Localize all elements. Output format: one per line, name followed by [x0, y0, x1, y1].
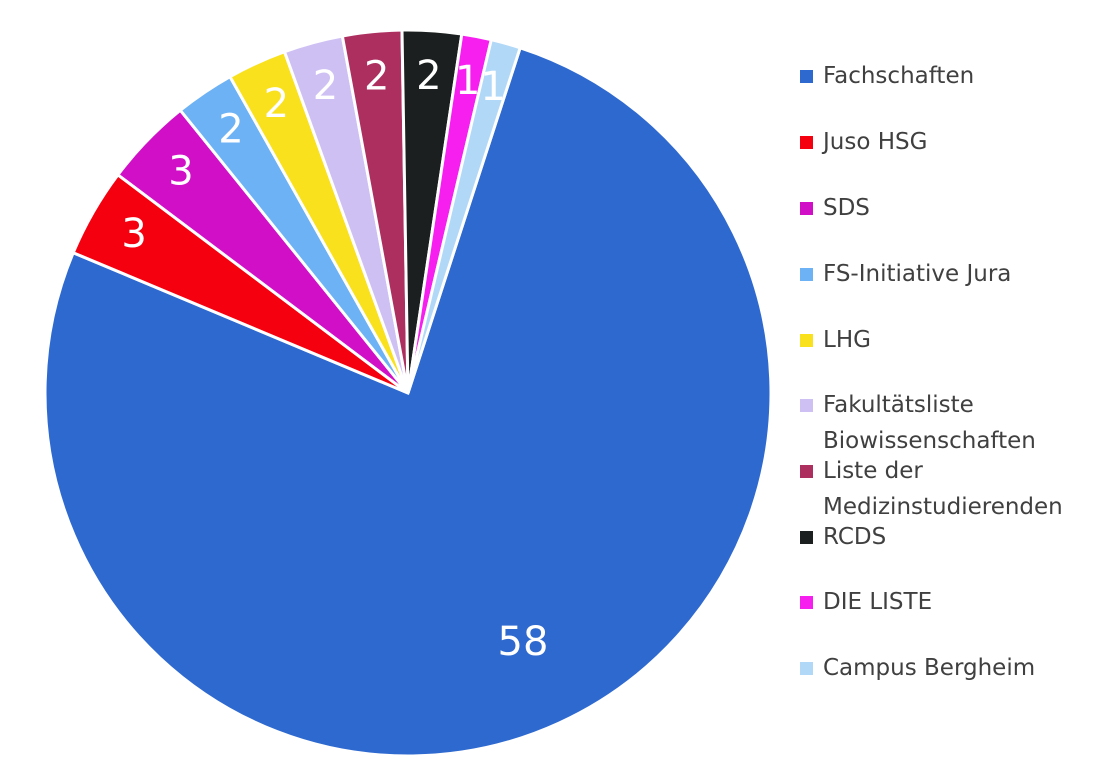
legend-item: RCDS [800, 519, 1100, 555]
pie-slice [43, 45, 773, 758]
legend-item: LHG [800, 322, 1100, 358]
legend-label: Fakultätsliste Biowissenschaften [823, 392, 1036, 454]
legend-swatch [800, 268, 813, 281]
legend-item: Campus Bergheim [800, 650, 1100, 686]
legend-label: Fachschaften [823, 63, 975, 89]
legend-label: RCDS [823, 524, 887, 550]
legend-swatch [800, 465, 813, 478]
legend-swatch [800, 70, 813, 83]
legend-label: DIE LISTE [823, 589, 933, 615]
data-label: 2 [264, 81, 289, 127]
data-label: 2 [364, 54, 389, 100]
legend-item: DIE LISTE [800, 584, 1100, 620]
legend-label: Campus Bergheim [823, 655, 1036, 681]
data-label: 2 [313, 63, 338, 109]
legend-item: Fakultätsliste Biowissenschaften [800, 387, 1100, 459]
legend-swatch [800, 399, 813, 412]
legend-label: LHG [823, 327, 871, 353]
pie-slice [406, 37, 523, 394]
legend-swatch [800, 662, 813, 675]
legend-label: FS-Initiative Jura [823, 261, 1012, 287]
legend-item: FS-Initiative Jura [800, 256, 1100, 292]
data-label: 2 [416, 53, 441, 99]
legend-item: SDS [800, 190, 1100, 226]
legend-swatch [800, 531, 813, 544]
legend-swatch [800, 136, 813, 149]
data-label: 1 [480, 64, 505, 110]
data-label: 58 [498, 619, 549, 665]
legend-swatch [800, 202, 813, 215]
data-label: 1 [455, 58, 480, 104]
legend-item: Liste der Medizinstudierenden [800, 453, 1100, 525]
legend-item: Fachschaften [800, 58, 1100, 94]
legend-swatch [800, 596, 813, 609]
data-label: 3 [121, 211, 146, 257]
legend-label: Juso HSG [823, 129, 928, 155]
legend-label: Liste der Medizinstudierenden [823, 458, 1063, 520]
legend-label: SDS [823, 195, 870, 221]
legend-item: Juso HSG [800, 124, 1100, 160]
data-label: 3 [168, 148, 193, 194]
data-label: 2 [218, 107, 243, 153]
legend-swatch [800, 334, 813, 347]
